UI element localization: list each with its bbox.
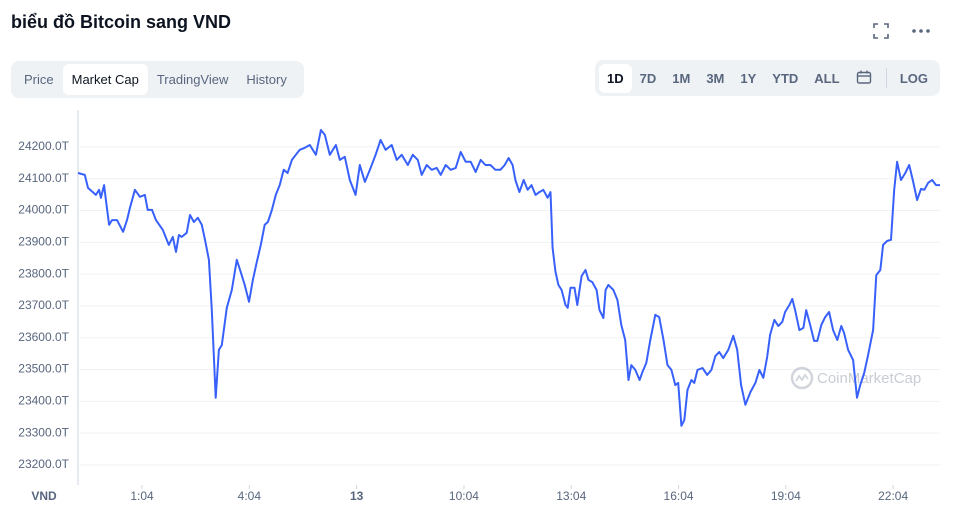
y-tick-label: 23400.0T [18, 394, 69, 408]
tab[interactable]: Price [24, 72, 54, 87]
tab-bar: Price Market Cap TradingView History [11, 61, 304, 98]
y-tick-label: 23700.0T [18, 298, 69, 312]
range-button[interactable]: YTD [772, 70, 799, 86]
watermark: CoinMarketCap [817, 370, 921, 387]
range-button[interactable]: 1Y [740, 70, 757, 86]
range-bar: 1D 7D 1M 3M 1Y YTD ALL LOG [595, 60, 940, 96]
watermark-logo [790, 366, 814, 390]
x-tick-label: 4:04 [238, 489, 262, 503]
x-tick-label: 13 [350, 489, 364, 503]
y-tick-label: 23200.0T [18, 457, 69, 471]
top-icons [873, 23, 930, 39]
x-tick-label: 1:04 [130, 489, 154, 503]
y-tick-label: 24100.0T [18, 171, 69, 185]
range-button[interactable]: ALL [814, 70, 840, 86]
x-tick-label: 16:04 [664, 489, 694, 503]
y-tick-label: 23300.0T [18, 425, 69, 439]
y-tick-label: 23900.0T [18, 234, 69, 248]
range-button[interactable]: 1D [599, 63, 632, 93]
x-tick-label: 19:04 [771, 489, 801, 503]
price-line [77, 129, 940, 427]
page-title: biểu đồ Bitcoin sang VND [11, 12, 232, 32]
range-button[interactable]: 3M [706, 70, 725, 86]
x-tick-label: 10:04 [449, 489, 479, 503]
log-button[interactable]: LOG [899, 70, 928, 86]
calendar-icon [856, 70, 871, 84]
fullscreen-icon[interactable] [873, 23, 889, 39]
range-button[interactable]: 7D [639, 70, 657, 86]
calendar-button[interactable] [848, 63, 880, 94]
y-tick-label: 23600.0T [18, 330, 69, 344]
range-button[interactable]: 1M [672, 70, 691, 86]
unit-label: VND [31, 489, 57, 503]
tab[interactable]: Market Cap [62, 64, 148, 95]
y-tick-label: 23500.0T [18, 362, 69, 376]
x-tick-label: 22:04 [878, 489, 908, 503]
y-tick-label: 24200.0T [18, 139, 69, 153]
y-tick-label: 23800.0T [18, 266, 69, 280]
more-icon[interactable] [912, 29, 930, 33]
tab[interactable]: TradingView [156, 72, 229, 87]
y-tick-label: 24000.0T [18, 203, 69, 217]
tab[interactable]: History [246, 72, 287, 87]
x-tick-label: 13:04 [556, 489, 586, 503]
